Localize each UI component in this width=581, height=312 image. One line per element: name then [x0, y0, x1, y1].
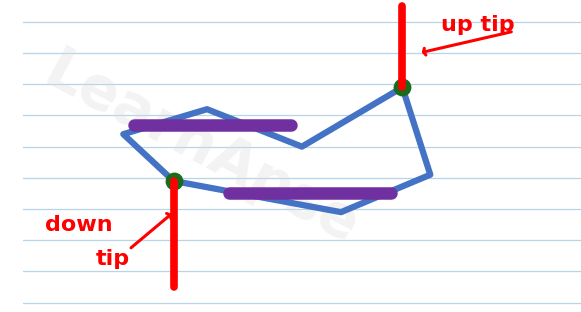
Point — [169, 178, 178, 183]
Point — [398, 85, 407, 90]
Text: down: down — [45, 215, 113, 235]
Text: LearnApse: LearnApse — [34, 43, 368, 256]
Text: up tip: up tip — [442, 15, 515, 35]
Text: tip: tip — [95, 249, 130, 269]
